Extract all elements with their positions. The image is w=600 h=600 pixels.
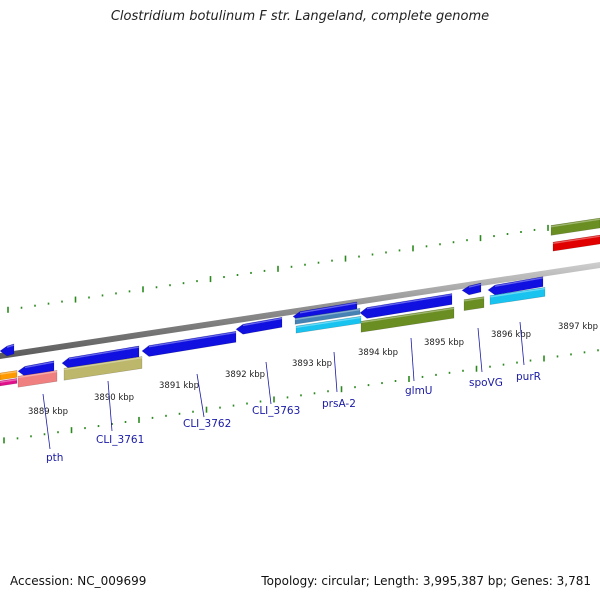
gene-block-spoVG-body <box>463 296 485 311</box>
gene-block-magenta <box>0 378 18 387</box>
map-title: Clostridium botulinum F str. Langeland, … <box>110 9 490 24</box>
leader-cli_3763 <box>265 361 272 405</box>
gene-arrow-9-body <box>487 276 544 296</box>
gene-arrow-4 <box>141 330 237 357</box>
gene-label-pth: pth <box>46 452 63 464</box>
gene-block-khaki-body <box>63 356 143 381</box>
gene-block-glmU-shine <box>360 307 455 324</box>
gene-block-khaki <box>63 356 143 381</box>
kbp-label-4: 3892 kbp <box>225 370 265 380</box>
gene-block-upper-red-body <box>552 234 600 252</box>
genome-summary-text: Topology: circular; Length: 3,995,387 bp… <box>261 574 591 588</box>
gene-block-upper-olive-body <box>550 217 600 236</box>
gene-arrow-3-shine <box>68 346 140 360</box>
gene-arrow-8 <box>461 282 482 296</box>
genome-backbone <box>0 262 600 359</box>
gene-arrow-1-shine <box>6 344 15 348</box>
gene-arrow-7-shine <box>366 293 453 310</box>
gene-label-purr: purR <box>516 371 541 383</box>
leader-prsa-2 <box>333 351 338 393</box>
upper-tick-row <box>7 220 590 313</box>
leader-purr <box>519 321 525 366</box>
kbp-label-2: 3890 kbp <box>94 393 134 403</box>
gene-arrow-1 <box>0 343 15 357</box>
gene-arrow-9-shine <box>494 277 544 287</box>
leader-pth <box>42 393 51 450</box>
leader-spovg <box>477 327 483 373</box>
gene-block-steelblue <box>294 308 361 325</box>
gene-arrow-7-body <box>359 293 453 319</box>
gene-arrow-5 <box>235 316 283 335</box>
gene-block-glmU-body <box>360 306 455 333</box>
gene-block-upper-olive <box>550 217 600 236</box>
gene-block-steelblue-shine <box>294 308 361 321</box>
gene-arrow-3-body <box>61 345 140 369</box>
lower-tick-row <box>3 349 599 444</box>
gene-leader-lines <box>42 321 525 450</box>
kbp-label-6: 3894 kbp <box>358 348 398 358</box>
gene-block-upper-red-shine <box>552 235 600 245</box>
gene-arrow-8-shine <box>468 283 482 288</box>
gene-block-orange-shine <box>0 370 18 375</box>
gene-label-cli_3763: CLI_3763 <box>252 405 300 417</box>
gene-label-glmu: glmU <box>405 385 433 397</box>
gene-arrow-4-shine <box>148 331 237 348</box>
gene-arrow-7 <box>359 293 453 319</box>
gene-block-orange <box>0 370 18 381</box>
gene-block-cyan-shine <box>295 316 362 328</box>
gene-arrow-8-body <box>461 282 482 296</box>
kbp-label-5: 3893 kbp <box>292 359 332 369</box>
gene-arrow-4-body <box>141 330 237 357</box>
gene-label-cli_3761: CLI_3761 <box>96 434 144 446</box>
gene-label-spovg: spoVG <box>469 377 503 389</box>
gene-block-salmon <box>17 370 58 388</box>
gene-block-upper-olive-shine <box>550 218 600 228</box>
gene-block-purR <box>489 286 546 306</box>
kbp-label-8: 3896 kbp <box>491 330 531 340</box>
accession-text: Accession: NC_009699 <box>10 574 147 588</box>
leader-cli_3762 <box>196 373 205 418</box>
gene-arrow-5-body <box>235 316 283 335</box>
kbp-label-1: 3889 kbp <box>28 407 68 417</box>
gene-block-magenta-body <box>0 378 18 387</box>
gene-block-salmon-shine <box>17 370 58 379</box>
gene-block-glmU <box>360 306 455 333</box>
gene-block-upper-red <box>552 234 600 252</box>
gene-label-cli_3762: CLI_3762 <box>183 418 231 430</box>
gene-arrow-3 <box>61 345 140 369</box>
gene-block-steelblue-body <box>294 308 361 325</box>
gene-arrow-5-shine <box>242 317 283 327</box>
gene-label-prsa-2: prsA-2 <box>322 398 356 410</box>
gene-arrow-2-shine <box>24 361 55 369</box>
gene-block-salmon-body <box>17 370 58 388</box>
gene-arrow-9 <box>487 276 544 296</box>
gene-block-spoVG-shine <box>463 297 485 302</box>
gene-block-khaki-shine <box>63 356 143 371</box>
gene-labels: pth CLI_3761 CLI_3762 CLI_3763 prsA-2 glmU spo… <box>46 371 541 464</box>
gene-block-orange-body <box>0 370 18 381</box>
gene-arrow-6-shine <box>299 302 358 314</box>
kbp-labels: 3889 kbp 3890 kbp 3891 kbp 3892 kbp 3893 kbp… <box>28 322 598 417</box>
gene-block-purR-shine <box>489 287 546 298</box>
gene-block-spoVG <box>463 296 485 311</box>
leader-cli_3761 <box>107 380 113 432</box>
kbp-label-3: 3891 kbp <box>159 381 199 391</box>
gene-block-purR-body <box>489 286 546 306</box>
kbp-label-9: 3897 kbp <box>558 322 598 332</box>
gene-features <box>0 217 600 388</box>
gene-block-magenta-shine <box>0 378 18 383</box>
leader-glmu <box>410 337 415 382</box>
kbp-label-7: 3895 kbp <box>424 338 464 348</box>
gene-arrow-1-body <box>0 343 15 357</box>
